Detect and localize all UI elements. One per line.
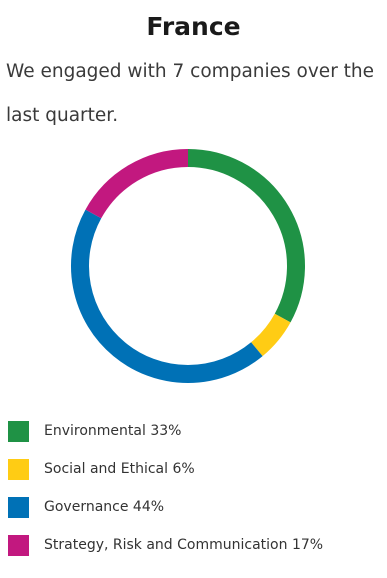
legend-item-governance: Governance 44%: [8, 488, 383, 526]
page-title: France: [146, 12, 241, 41]
legend-label-environmental: Environmental 33%: [44, 423, 182, 439]
donut-slices: [71, 149, 305, 383]
legend-swatch-environmental: [8, 420, 29, 442]
legend-item-strategy-risk-communication: Strategy, Risk and Communication 17%: [8, 526, 383, 564]
legend-label-governance: Governance 44%: [44, 499, 165, 515]
legend-label-strategy-risk-communication: Strategy, Risk and Communication 17%: [44, 537, 324, 553]
donut-slice-environmental: [187, 149, 305, 323]
legend-swatch-governance: [8, 496, 29, 518]
legend-item-social-and-ethical: Social and Ethical 6%: [8, 450, 383, 488]
donut-slice-governance: [71, 209, 263, 383]
legend-item-environmental: Environmental 33%: [8, 412, 383, 450]
donut-slice-strategy-risk-communication: [85, 149, 189, 219]
legend-label-social-and-ethical: Social and Ethical 6%: [44, 461, 195, 477]
engagement-summary: We engaged with 7 companies over the las…: [6, 61, 375, 126]
legend-swatch-strategy-risk-communication: [8, 534, 29, 556]
chart-legend: Environmental 33% Social and Ethical 6% …: [8, 412, 383, 564]
legend-swatch-social-and-ethical: [8, 458, 29, 480]
donut-chart: [71, 149, 305, 383]
donut-slice-social-and-ethical: [250, 313, 291, 357]
